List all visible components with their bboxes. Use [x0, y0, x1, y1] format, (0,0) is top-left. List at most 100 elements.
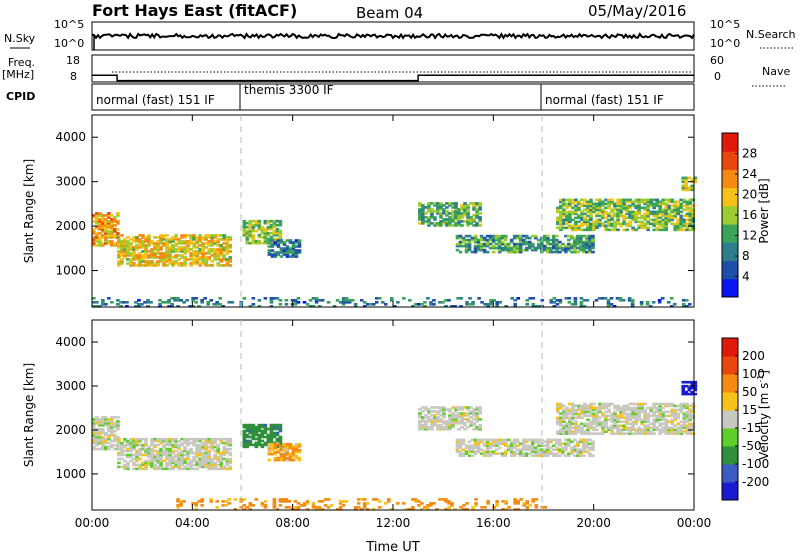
echo-cell [616, 204, 620, 208]
echo-cell [455, 242, 460, 246]
echo-cell [201, 262, 205, 265]
echo-cell [213, 465, 218, 469]
echo-cell [92, 305, 96, 308]
velocity-colorbar-label: Velocity [m s-1] [756, 370, 771, 460]
echo-cell [458, 442, 463, 446]
echo-cell [577, 412, 581, 416]
echo-cell [442, 218, 446, 221]
echo-cell [652, 202, 656, 206]
echo-cell [506, 448, 511, 452]
echo-cell [222, 256, 227, 259]
echo-cell [682, 218, 687, 222]
echo-cell [110, 218, 114, 221]
echo-cell [104, 228, 108, 231]
echo-cell [159, 238, 163, 241]
echo-cell [195, 250, 199, 253]
echo-cell [194, 504, 198, 507]
echo-cell [634, 420, 638, 424]
echo-cell [604, 216, 608, 220]
echo-cell [643, 226, 647, 230]
echo-cell [278, 500, 283, 503]
echo-cell [101, 427, 105, 431]
echo-cell [281, 498, 286, 501]
echo-cell [448, 418, 452, 421]
echo-cell [474, 502, 478, 505]
echo-cell [153, 254, 157, 257]
echo-cell [664, 216, 669, 220]
echo-cell [305, 502, 310, 505]
echo-cell [257, 423, 262, 427]
echo-cell [204, 256, 208, 259]
echo-cell [245, 439, 250, 443]
echo-cell [655, 408, 659, 412]
echo-cell [92, 425, 96, 429]
echo-cell [216, 240, 221, 243]
echo-cell [521, 454, 526, 457]
echo-cell [570, 242, 574, 246]
echo-cell [117, 262, 121, 265]
echo-cell [436, 425, 440, 429]
echo-cell [150, 264, 154, 267]
echo-cell [183, 256, 187, 259]
echo-cell [135, 246, 139, 249]
colorbar-tick-label: -200 [742, 475, 769, 489]
echo-cell [664, 206, 669, 210]
echo-cell [347, 299, 352, 302]
echo-cell [693, 392, 698, 396]
echo-cell [631, 410, 635, 414]
echo-cell [565, 428, 569, 431]
echo-cell [201, 246, 205, 249]
echo-cell [216, 264, 221, 267]
echo-cell [454, 216, 458, 219]
x-tick-label: 00:00 [677, 516, 712, 530]
echo-cell [676, 430, 681, 433]
echo-cell [460, 216, 464, 219]
echo-cell [472, 218, 476, 221]
echo-cell [427, 427, 431, 431]
echo-cell [582, 454, 586, 457]
echo-cell [494, 442, 499, 446]
echo-cell [269, 431, 274, 435]
echo-cell [445, 212, 449, 215]
echo-cell [580, 416, 584, 420]
echo-cell [338, 502, 343, 505]
echo-cell [601, 412, 605, 416]
echo-cell [110, 429, 114, 433]
echo-cell [254, 443, 259, 447]
echo-cell [567, 248, 571, 252]
echo-cell [464, 242, 469, 246]
echo-cell [427, 204, 431, 207]
echo-cell [263, 239, 268, 243]
echo-cell [591, 446, 595, 450]
echo-cell [138, 260, 142, 263]
echo-cell [592, 426, 596, 430]
echo-cell [189, 238, 193, 241]
echo-cell [442, 220, 446, 223]
echo-cell [278, 429, 283, 433]
echo-cell [682, 224, 687, 228]
echo-cell [439, 208, 443, 211]
echo-cell [269, 231, 274, 235]
echo-cell [497, 248, 502, 252]
echo-cell [591, 444, 595, 448]
echo-cell [98, 226, 102, 229]
echo-cell [607, 220, 611, 224]
echo-cell [559, 430, 563, 433]
echo-cell [592, 428, 596, 431]
echo-cell [546, 246, 550, 250]
echo-cell [126, 246, 130, 249]
echo-cell [585, 242, 589, 246]
echo-cell [165, 240, 169, 243]
echo-cell [263, 237, 268, 241]
echo-cell [156, 250, 160, 253]
echo-cell [168, 451, 172, 455]
echo-cell [458, 450, 463, 453]
echo-cell [564, 234, 568, 238]
echo-cell [478, 204, 482, 207]
echo-cell [132, 463, 136, 467]
echo-cell [601, 202, 605, 206]
echo-cell [580, 204, 584, 208]
echo-cell [591, 448, 595, 452]
echo-cell [646, 428, 650, 431]
echo-cell [518, 442, 523, 446]
